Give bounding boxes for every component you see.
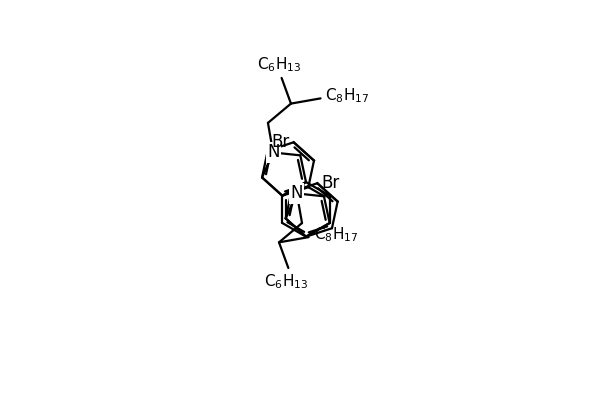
Text: N: N [290, 184, 303, 202]
Text: N: N [267, 144, 280, 162]
Text: C$_6$H$_{13}$: C$_6$H$_{13}$ [257, 55, 301, 74]
Text: C$_8$H$_{17}$: C$_8$H$_{17}$ [325, 86, 370, 105]
Text: Br: Br [322, 174, 340, 192]
Text: C$_8$H$_{17}$: C$_8$H$_{17}$ [314, 225, 358, 244]
Text: C$_6$H$_{13}$: C$_6$H$_{13}$ [263, 272, 308, 291]
Text: Br: Br [271, 133, 290, 151]
